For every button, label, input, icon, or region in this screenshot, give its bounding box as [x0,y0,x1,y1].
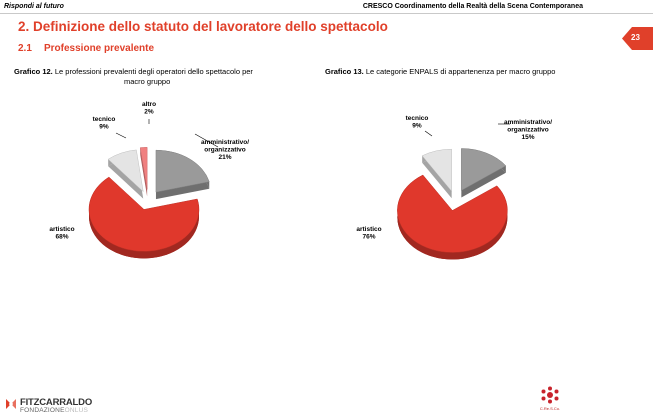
chart-12-caption-label: Grafico 12. [14,67,53,76]
pie-charts: amministrativo/organizzativo 21% artistico… [49,101,552,260]
header-left-text: Rispondi al futuro [4,3,64,10]
pie-2-slice-3 [421,148,452,199]
page-number-badge: 23 [622,27,653,50]
page-number: 23 [631,33,640,42]
chart-12-caption-line1: Le professioni prevalenti degli operator… [54,67,253,76]
pie-1-slice-4 [139,147,148,197]
header-divider [0,13,653,14]
section-title: 2. Definizione dello statuto del lavorat… [18,19,388,34]
pie-1-slice-3 [107,149,144,199]
pie-2-label-1: amministrativo/organizzativo 15% [504,119,552,141]
subsection-number: 2.1 [18,43,32,54]
subsection-heading: 2.1 Professione prevalente [18,43,154,54]
pie-1-label-3: tecnico 9% [93,116,116,131]
pie-1-label-1: amministrativo/organizzativo 21% [201,139,249,161]
cresco-logo-icon [541,386,559,404]
fitzcarraldo-logo-icon [6,399,16,409]
pie-2-slice-1 [461,148,507,198]
chart-13-caption: Grafico 13. Le categorie ENPALS di appar… [325,67,625,77]
fitzcarraldo-logo-sub: FONDAZIONEONLUS [20,407,89,414]
chart-13-caption-line1: Le categorie ENPALS di appartenenza per … [365,67,556,76]
pie-1-slice-1 [155,149,210,200]
pie-2-label-3: tecnico 9% [406,115,429,130]
chart-13-caption-label: Grafico 13. [325,67,364,76]
cresco-logo-text: C.Re.S.Co. [539,406,561,411]
fitzcarraldo-logo-name: FITZCARRALDO [20,397,93,408]
chart-12-caption: Grafico 12. Le professioni prevalenti de… [14,67,299,87]
arrow-badge-icon [622,27,653,50]
subsection-title: Professione prevalente [44,43,155,54]
pie-2-leader-3 [424,130,433,137]
pie-1-slice-2 [88,176,200,259]
pie-2-slice-2 [397,174,508,260]
pie-1-leader-3 [115,132,127,139]
pie-2-label-2: artistico 76% [356,226,381,241]
chart-12-caption-line2: macro gruppo [124,77,171,86]
pie-1-leader-1 [194,133,219,148]
cresco-logo: C.Re.S.Co. [538,386,562,411]
pie-1-label-2: artistico 68% [49,226,74,241]
pie-1-label-4: altro 2% [142,101,156,116]
header-right-text: CRESCO Coordinamento della Realtà della … [362,3,583,10]
